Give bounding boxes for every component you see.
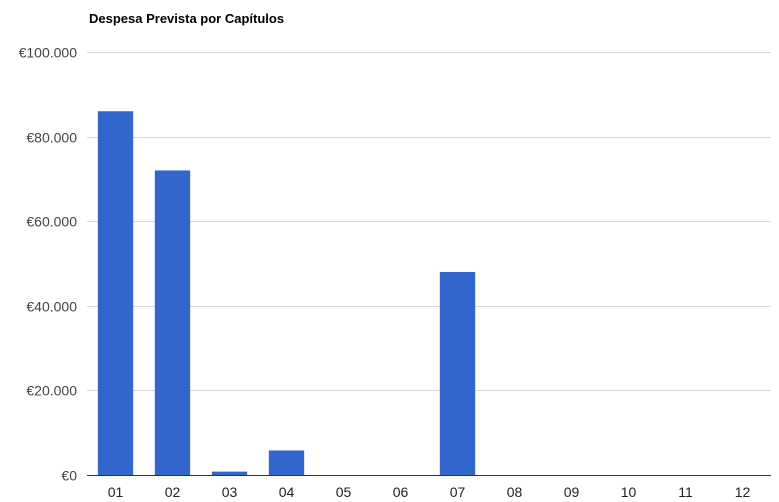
x-tick-label: 08: [507, 484, 523, 500]
x-tick-label: 05: [336, 484, 352, 500]
x-tick-label: 07: [450, 484, 466, 500]
bars: [97, 111, 476, 475]
x-tick-label: 11: [678, 484, 693, 500]
x-axis-ticks: 01 02 03 04 05 06 07 08 09 10 11 12: [108, 484, 751, 500]
y-tick-label: €100.000: [19, 45, 78, 61]
gridlines: [87, 52, 771, 476]
bar-01[interactable]: [97, 111, 134, 475]
chart-title: Despesa Prevista por Capítulos: [89, 11, 284, 26]
y-tick-label: €0: [61, 468, 77, 484]
y-axis-ticks: €0 €20.000 €40.000 €60.000 €80.000 €100.000: [19, 45, 78, 484]
x-tick-label: 06: [393, 484, 409, 500]
y-tick-label: €80.000: [26, 130, 77, 146]
y-tick-label: €20.000: [26, 383, 77, 399]
bar-07[interactable]: [439, 271, 476, 475]
x-tick-label: 01: [108, 484, 124, 500]
y-tick-label: €40.000: [26, 299, 77, 315]
x-tick-label: 02: [165, 484, 181, 500]
x-tick-label: 09: [564, 484, 580, 500]
x-tick-label: 04: [279, 484, 295, 500]
bar-03[interactable]: [211, 471, 248, 475]
x-tick-label: 03: [222, 484, 238, 500]
y-tick-label: €60.000: [26, 214, 77, 230]
x-tick-label: 10: [621, 484, 637, 500]
bar-02[interactable]: [154, 170, 191, 475]
bar-04[interactable]: [268, 450, 305, 475]
x-tick-label: 12: [735, 484, 751, 500]
